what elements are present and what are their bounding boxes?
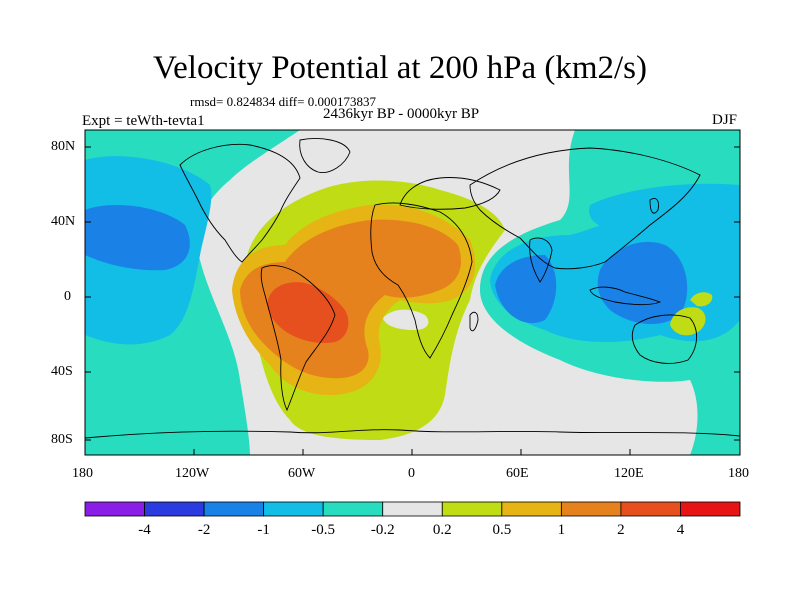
colorbar-swatch <box>84 501 145 517</box>
lon-tick-label: 60E <box>506 466 529 481</box>
colorbar-swatch <box>322 501 384 517</box>
coast-india <box>529 237 553 283</box>
colorbar-swatch <box>620 501 681 517</box>
coast-indonesia <box>589 286 662 306</box>
coast-north-america <box>179 143 301 263</box>
colorbar-label: -4 <box>138 522 151 538</box>
contour-neg-indowest-core <box>495 255 557 324</box>
season-label: DJF <box>712 112 738 128</box>
coast-south-america <box>260 265 336 412</box>
colorbar-swatch <box>680 501 741 517</box>
colorbar-swatch <box>382 501 443 517</box>
contour-neg-maritime-core <box>597 241 688 325</box>
contour-neg-pacific-core <box>85 205 190 271</box>
lon-tick-label: 120W <box>175 466 210 481</box>
colorbar-label: -0.2 <box>370 522 395 538</box>
colorbar-label: 2 <box>617 522 625 538</box>
lat-tick-label: 0 <box>64 289 71 304</box>
map-field <box>85 130 740 455</box>
colorbar-swatch <box>144 501 205 517</box>
colorbar <box>84 501 741 517</box>
stats-label: rmsd= 0.824834 diff= 0.000173837 <box>190 94 376 109</box>
contour-pos-australia <box>670 307 706 336</box>
lat-ticks <box>85 146 740 441</box>
lon-tick-label: 180 <box>728 466 749 481</box>
coast-antarctica <box>85 429 740 439</box>
colorbar-label: 0.5 <box>492 522 512 538</box>
colorbar-label: -0.5 <box>311 522 336 538</box>
lon-ticks <box>84 449 741 455</box>
coast-australia <box>631 314 697 364</box>
coast-asia <box>469 147 701 270</box>
colorbar-label: 1 <box>557 522 566 538</box>
colorbar-swatch <box>560 501 622 517</box>
colorbar-swatch <box>203 501 265 517</box>
lon-tick-label: 120E <box>614 466 644 481</box>
contour-pos-1 <box>240 219 461 379</box>
contour-neg-north-pacific <box>589 183 740 230</box>
coast-madagascar <box>469 311 479 332</box>
coast-europe <box>399 177 501 210</box>
colorbar-swatch <box>501 501 562 517</box>
lon-tick-label: 60W <box>288 466 316 481</box>
lat-tick-label: 80N <box>51 139 76 154</box>
lon-tick-label: 180 <box>72 466 93 481</box>
colorbar-label: -2 <box>197 522 211 538</box>
colorbar-swatch <box>441 501 503 517</box>
lat-tick-label: 40S <box>51 364 73 379</box>
contour-pos-nz <box>690 292 713 307</box>
lat-tick-label: 40N <box>51 214 76 229</box>
coast-japan <box>649 198 659 214</box>
coast-africa <box>370 202 473 359</box>
lon-tick-label: 0 <box>408 466 415 481</box>
contour-pos-dip <box>383 309 429 330</box>
lat-tick-label: 80S <box>51 432 73 447</box>
experiment-label: Expt = teWth-tevta1 <box>82 113 205 129</box>
coastlines <box>85 138 740 439</box>
map-title: Velocity Potential at 200 hPa (km2/s) <box>152 50 648 86</box>
colorbar-label: 4 <box>676 522 685 538</box>
period-label: 2436kyr BP - 0000kyr BP <box>323 106 480 122</box>
contour-pos-2 <box>267 282 349 344</box>
colorbar-label: -1 <box>257 522 270 538</box>
coast-greenland <box>299 138 351 173</box>
colorbar-label: 0.2 <box>432 522 452 538</box>
colorbar-swatch <box>263 501 324 517</box>
